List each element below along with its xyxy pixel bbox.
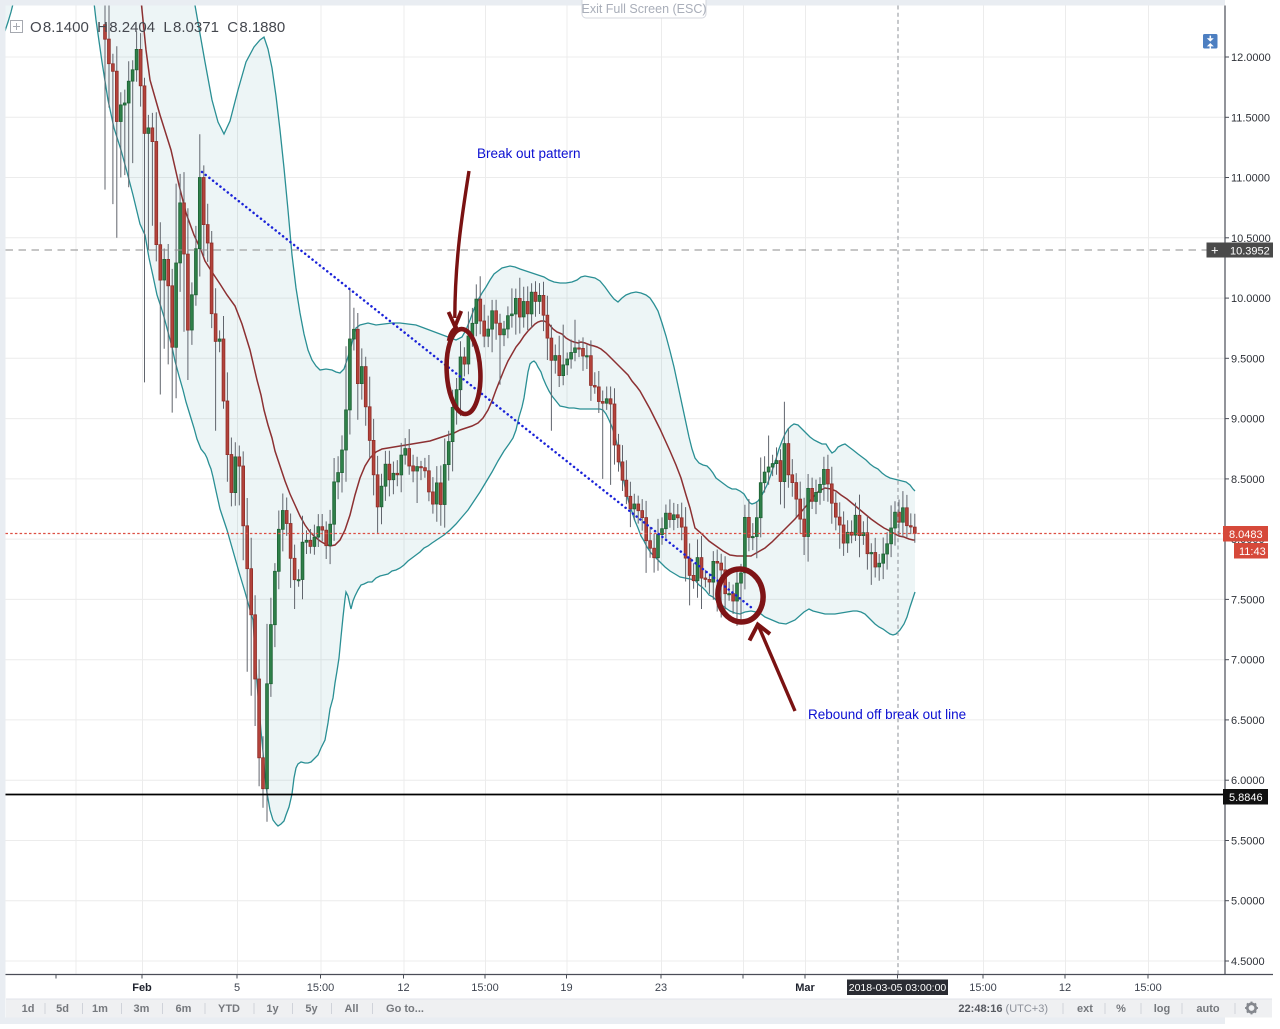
svg-text:1y: 1y <box>266 1003 279 1015</box>
svg-text:10.5000: 10.5000 <box>1231 233 1271 245</box>
svg-text:5: 5 <box>234 982 240 994</box>
svg-text:3m: 3m <box>134 1003 150 1015</box>
svg-text:YTD: YTD <box>218 1003 240 1015</box>
svg-text:11:43: 11:43 <box>1239 546 1266 558</box>
svg-text:23: 23 <box>655 982 667 994</box>
svg-text:5.5000: 5.5000 <box>1231 836 1265 848</box>
svg-text:Mar: Mar <box>795 982 815 994</box>
svg-text:5d: 5d <box>56 1003 69 1015</box>
svg-text:15:00: 15:00 <box>471 982 499 994</box>
svg-text:All: All <box>344 1003 358 1015</box>
svg-text:12: 12 <box>1059 982 1071 994</box>
svg-text:8.0483: 8.0483 <box>1229 529 1263 541</box>
svg-text:2018-03-05 03:00:00: 2018-03-05 03:00:00 <box>849 982 947 994</box>
svg-text:O 8.1400 H 8.2404 L 8.0371: O 8.1400 H 8.2404 L 8.0371 C 8.1880 <box>30 19 285 36</box>
svg-text:6m: 6m <box>176 1003 192 1015</box>
svg-text:11.0000: 11.0000 <box>1231 173 1270 185</box>
svg-text:Break out pattern: Break out pattern <box>477 146 581 161</box>
svg-text:10.0000: 10.0000 <box>1231 293 1271 305</box>
svg-text:10.3952: 10.3952 <box>1230 246 1270 258</box>
svg-text:11.5000: 11.5000 <box>1231 112 1270 124</box>
svg-text:Exit Full Screen (ESC): Exit Full Screen (ESC) <box>581 2 706 16</box>
svg-text:6.0000: 6.0000 <box>1231 775 1265 787</box>
svg-text:4.5000: 4.5000 <box>1231 956 1265 968</box>
svg-text:15:00: 15:00 <box>969 982 997 994</box>
svg-text:+: + <box>1211 243 1219 258</box>
svg-text:6.5000: 6.5000 <box>1231 715 1265 727</box>
svg-text:12: 12 <box>397 982 409 994</box>
svg-text:15:00: 15:00 <box>1134 982 1162 994</box>
svg-text:Feb: Feb <box>132 982 152 994</box>
svg-text:auto: auto <box>1196 1003 1220 1015</box>
svg-text:Go to...: Go to... <box>386 1003 424 1015</box>
svg-text:7.0000: 7.0000 <box>1231 655 1265 667</box>
svg-text:5y: 5y <box>305 1003 318 1015</box>
svg-text:22:48:16 (UTC+3): 22:48:16 (UTC+3) <box>958 1003 1048 1015</box>
svg-text:log: log <box>1154 1003 1171 1015</box>
svg-text:7.5000: 7.5000 <box>1231 594 1265 606</box>
svg-text:Rebound off break out line: Rebound off break out line <box>808 707 966 722</box>
svg-text:12.0000: 12.0000 <box>1231 52 1271 64</box>
svg-text:1m: 1m <box>92 1003 108 1015</box>
svg-text:9.5000: 9.5000 <box>1231 353 1265 365</box>
svg-text:ext: ext <box>1077 1003 1093 1015</box>
svg-text:19: 19 <box>560 982 572 994</box>
svg-text:8.5000: 8.5000 <box>1231 474 1265 486</box>
svg-text:9.0000: 9.0000 <box>1231 414 1265 426</box>
svg-text:5.8846: 5.8846 <box>1229 792 1263 804</box>
svg-text:1d: 1d <box>22 1003 35 1015</box>
svg-text:5.0000: 5.0000 <box>1231 896 1265 908</box>
svg-text:15:00: 15:00 <box>307 982 335 994</box>
svg-text:%: % <box>1116 1003 1126 1015</box>
